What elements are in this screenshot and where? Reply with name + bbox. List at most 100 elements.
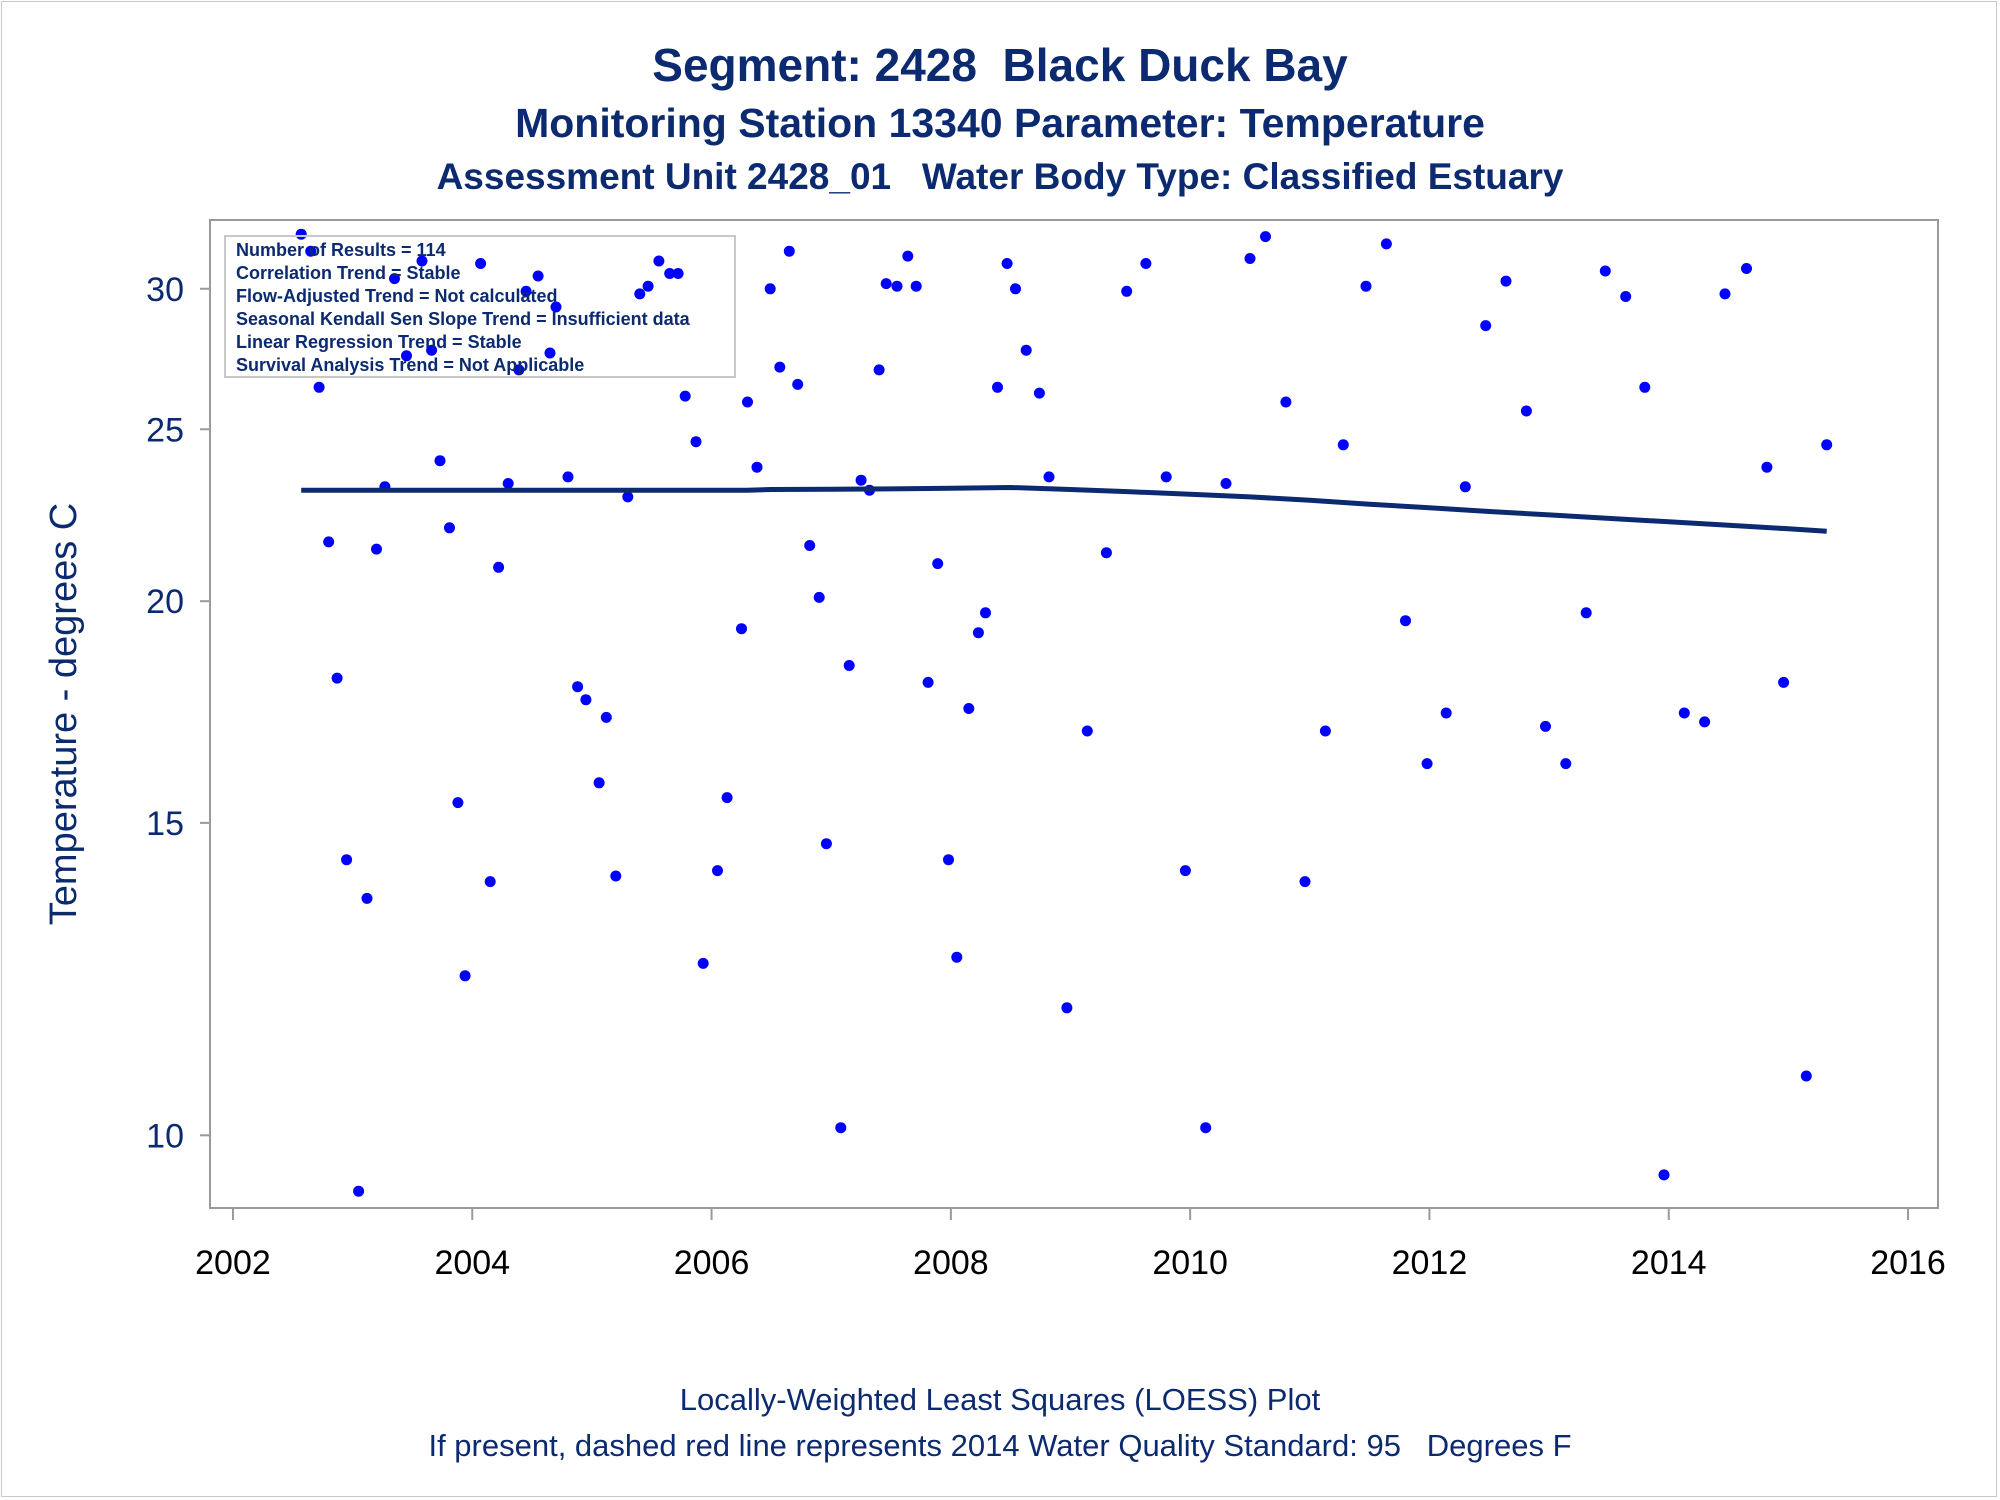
trend-info-line: Correlation Trend = Stable <box>236 263 461 283</box>
data-point <box>493 561 505 573</box>
data-point <box>371 543 382 555</box>
data-point <box>1360 280 1372 292</box>
data-point <box>951 951 963 963</box>
y-tick-label: 10 <box>146 1117 184 1155</box>
data-point <box>389 273 400 285</box>
data-point <box>963 703 975 714</box>
data-point <box>600 711 612 723</box>
data-point <box>1699 716 1711 728</box>
x-tick-label: 2014 <box>1631 1244 1707 1282</box>
data-point <box>484 876 496 888</box>
data-point <box>742 396 753 408</box>
data-point <box>1400 615 1411 627</box>
data-point <box>1520 405 1532 417</box>
x-tick-label: 2008 <box>913 1244 989 1282</box>
data-point <box>1480 320 1492 332</box>
y-tick-label: 20 <box>146 583 184 621</box>
data-point <box>1260 231 1271 243</box>
data-point <box>610 870 622 882</box>
data-point <box>1380 238 1392 250</box>
data-point <box>459 970 471 982</box>
data-point <box>434 455 446 467</box>
trend-info-box: Number of Results = 114 Correlation Trend… <box>224 235 736 378</box>
data-point <box>1580 607 1592 619</box>
data-point <box>1001 258 1013 269</box>
data-point <box>1719 288 1731 300</box>
data-point <box>721 792 733 804</box>
data-point <box>502 478 514 489</box>
data-point <box>932 558 944 570</box>
x-tick-label: 2012 <box>1392 1244 1468 1282</box>
data-point <box>1043 471 1055 483</box>
data-point <box>1010 283 1021 295</box>
data-point <box>1639 381 1651 393</box>
data-point <box>774 361 786 373</box>
trend-info-line: Seasonal Kendall Sen Slope Trend = Insuf… <box>236 309 691 329</box>
data-point <box>416 255 428 267</box>
data-point <box>361 892 373 904</box>
data-point <box>642 280 654 292</box>
data-point <box>1299 876 1311 888</box>
x-tick-label: 2010 <box>1152 1244 1228 1282</box>
data-point <box>653 255 665 267</box>
data-point <box>980 607 991 619</box>
data-point <box>1821 439 1833 451</box>
data-point <box>544 347 556 359</box>
data-point <box>679 390 691 402</box>
data-point <box>697 957 709 969</box>
data-point <box>792 378 804 390</box>
data-point <box>1220 478 1232 489</box>
data-point <box>820 838 832 850</box>
data-point <box>513 364 525 376</box>
data-point <box>562 471 574 483</box>
data-point <box>1020 344 1032 356</box>
data-point <box>1741 263 1752 274</box>
data-point <box>672 268 684 279</box>
footnote-2: If present, dashed red line represents 2… <box>428 1428 1572 1463</box>
data-point <box>1459 481 1471 493</box>
data-point <box>1160 471 1172 483</box>
data-point <box>690 436 702 448</box>
x-axis: 2002 2004 2006 2008 2010 2012 2014 2016 <box>195 1208 1946 1282</box>
data-point <box>452 797 464 809</box>
data-point <box>1599 265 1611 277</box>
data-point <box>1440 707 1452 719</box>
data-point <box>764 283 776 295</box>
x-tick-label: 2016 <box>1870 1244 1946 1282</box>
trend-info-line: Flow-Adjusted Trend = Not calculated <box>236 286 558 306</box>
data-point <box>855 474 867 486</box>
loess-line <box>301 484 1827 534</box>
data-point <box>313 381 325 393</box>
data-point <box>1778 676 1790 688</box>
data-point <box>1500 275 1512 287</box>
data-point <box>1081 725 1093 737</box>
chart-subtitle: Monitoring Station 13340 Parameter: Temp… <box>515 100 1485 146</box>
data-point <box>804 540 816 551</box>
y-tick-label: 30 <box>146 271 184 309</box>
x-tick-label: 2002 <box>195 1244 271 1282</box>
data-point <box>475 258 487 269</box>
y-tick-label: 15 <box>146 805 184 843</box>
data-point <box>572 681 584 693</box>
data-point <box>843 660 855 671</box>
data-point <box>922 676 934 688</box>
trend-info-line: Survival Analysis Trend = Not Applicable <box>236 355 584 375</box>
data-points <box>295 228 1833 1197</box>
data-point <box>401 350 412 362</box>
data-point <box>1540 720 1551 732</box>
data-point <box>835 1122 847 1134</box>
x-tick-label: 2004 <box>434 1244 510 1282</box>
x-tick-label: 2006 <box>674 1244 750 1282</box>
data-point <box>992 381 1003 393</box>
data-point <box>353 1185 365 1197</box>
data-point <box>1800 1070 1812 1082</box>
data-point <box>891 280 903 292</box>
data-point <box>902 250 914 262</box>
data-point <box>880 278 892 290</box>
data-point <box>1140 258 1152 269</box>
data-point <box>593 777 605 789</box>
data-point <box>532 270 544 282</box>
data-point <box>873 364 885 376</box>
data-point <box>550 301 562 313</box>
